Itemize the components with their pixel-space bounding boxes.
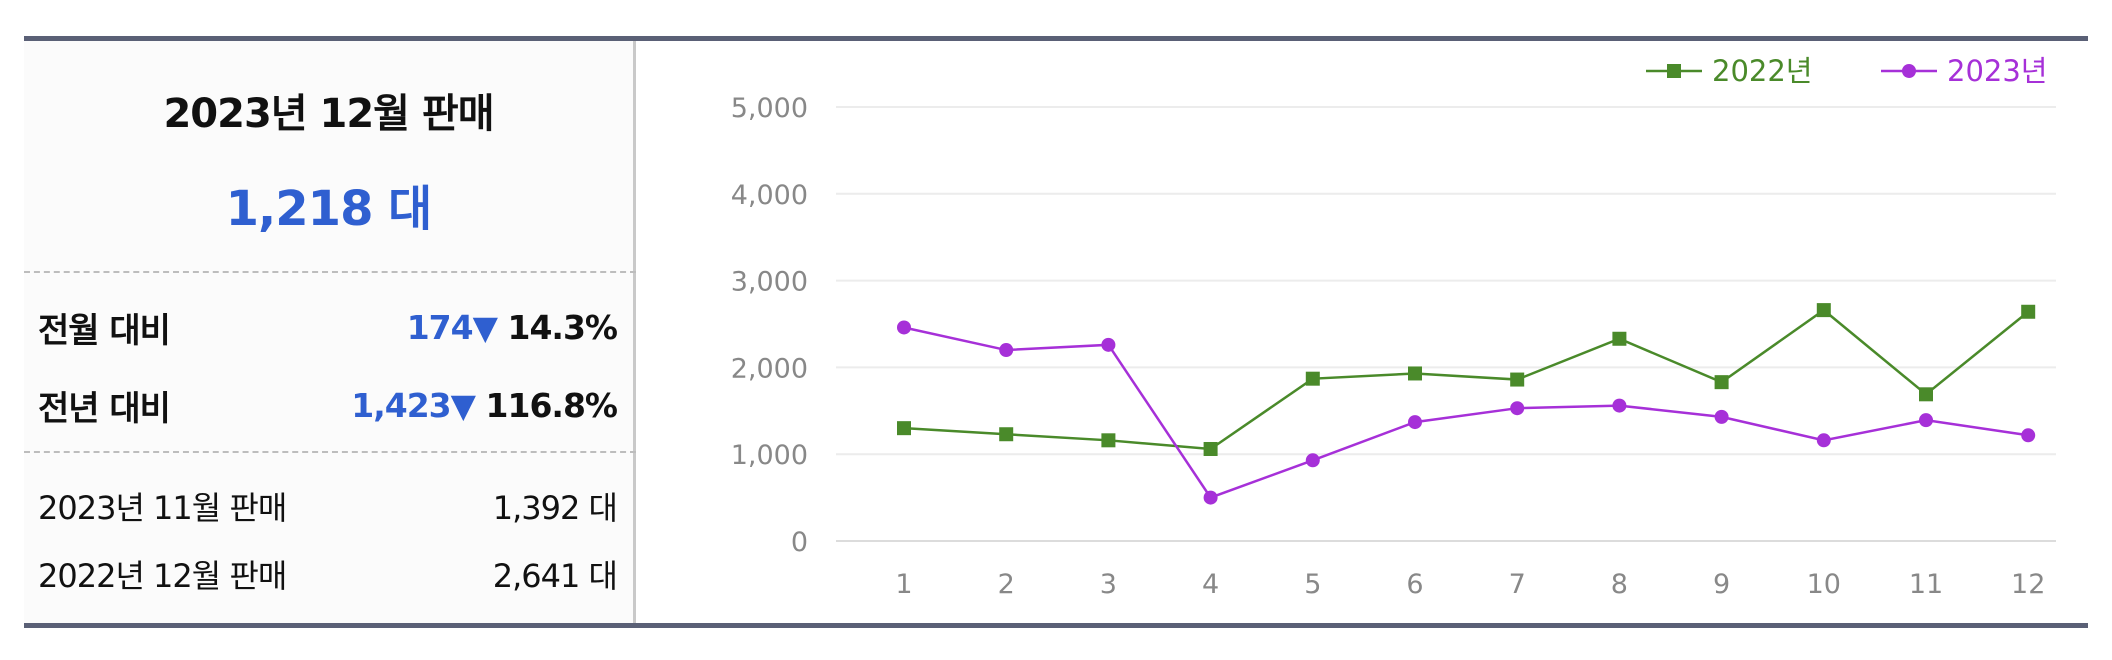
data-point: [1408, 366, 1422, 381]
prev-month-label: 2023년 11월 판매: [38, 489, 287, 527]
y-tick-label: 3,000: [731, 267, 808, 298]
mom-value: 174▼ 14.3%: [406, 308, 618, 347]
data-point: [1203, 490, 1218, 505]
x-tick-label: 3: [1100, 569, 1117, 600]
data-point: [897, 320, 911, 335]
divider: [24, 451, 636, 453]
data-point: [999, 343, 1014, 358]
mom-diff: 174: [406, 308, 474, 347]
yoy-value: 1,423▼ 116.8%: [351, 386, 618, 425]
prev-year-label: 2022년 12월 판매: [38, 557, 287, 595]
data-point: [1612, 331, 1627, 346]
data-point: [1612, 398, 1627, 413]
y-tick-label: 2,000: [731, 353, 808, 384]
y-tick-label: 5,000: [731, 93, 808, 124]
data-point: [897, 421, 911, 436]
data-point: [1816, 433, 1831, 448]
data-point: [2021, 304, 2036, 319]
down-arrow-icon: ▼: [450, 386, 476, 425]
mom-pct: 14.3%: [507, 308, 618, 347]
data-point: [1305, 453, 1320, 468]
data-point: [1816, 303, 1831, 318]
data-point: [1203, 441, 1218, 456]
chart-area: 0 1,000 2,000 3,000 4,000 5,000 1 2 3 4 5 6 7 8 9 10 11 1…: [636, 41, 2088, 623]
yoy-pct: 116.8%: [485, 386, 618, 425]
data-point: [1919, 387, 1933, 402]
legend-label: 2022년: [1712, 54, 1812, 88]
y-tick-label: 1,000: [731, 440, 808, 471]
yoy-label: 전년 대비: [38, 389, 171, 429]
mom-label: 전월 대비: [38, 311, 171, 351]
prev-year-row: 2022년 12월 판매 2,641 대: [38, 551, 618, 597]
x-tick-label: 6: [1406, 569, 1423, 600]
x-tick-label: 9: [1713, 569, 1730, 600]
y-tick-label: 4,000: [731, 180, 808, 211]
data-point: [2021, 428, 2036, 443]
data-point: [999, 427, 1014, 442]
yoy-row: 전년 대비 1,423▼ 116.8%: [38, 381, 618, 430]
divider: [24, 271, 636, 273]
data-point: [1714, 409, 1729, 424]
x-tick-label: 5: [1304, 569, 1321, 600]
summary-title: 2023년 12월 판매: [163, 91, 494, 137]
data-point: [1101, 433, 1116, 448]
x-tick-label: 8: [1611, 569, 1628, 600]
y-tick-label: 0: [791, 527, 808, 558]
x-tick-label: 7: [1509, 569, 1526, 600]
prev-year-value: 2,641 대: [492, 557, 618, 595]
legend-marker: [1902, 64, 1916, 78]
down-arrow-icon: ▼: [472, 308, 498, 347]
data-point: [1510, 401, 1525, 416]
summary-panel: 2023년 12월 판매 1,218 대 전월 대비 174▼ 14.3% 전년…: [24, 41, 636, 623]
series-line-1: [903, 308, 2029, 451]
x-tick-label: 12: [2011, 569, 2045, 600]
data-point: [1714, 375, 1729, 390]
prev-month-row: 2023년 11월 판매 1,392 대: [38, 483, 618, 529]
data-point: [1101, 337, 1116, 352]
x-tick-label: 1: [895, 569, 912, 600]
data-point: [1408, 415, 1422, 430]
x-tick-label: 10: [1807, 569, 1841, 600]
x-tick-label: 11: [1909, 569, 1943, 600]
legend-label: 2023년: [1947, 54, 2047, 88]
data-point: [1305, 371, 1320, 386]
yoy-diff: 1,423: [351, 386, 451, 425]
legend-marker: [1667, 64, 1681, 78]
total-sales: 1,218 대: [225, 181, 433, 237]
x-tick-label: 4: [1202, 569, 1219, 600]
data-point: [1919, 413, 1933, 428]
prev-month-value: 1,392 대: [492, 489, 618, 527]
data-point: [1510, 372, 1525, 387]
mom-row: 전월 대비 174▼ 14.3%: [38, 303, 618, 352]
series-line-2: [903, 326, 2029, 500]
x-tick-label: 2: [998, 569, 1015, 600]
sales-panel: 2023년 12월 판매 1,218 대 전월 대비 174▼ 14.3% 전년…: [24, 36, 2088, 628]
